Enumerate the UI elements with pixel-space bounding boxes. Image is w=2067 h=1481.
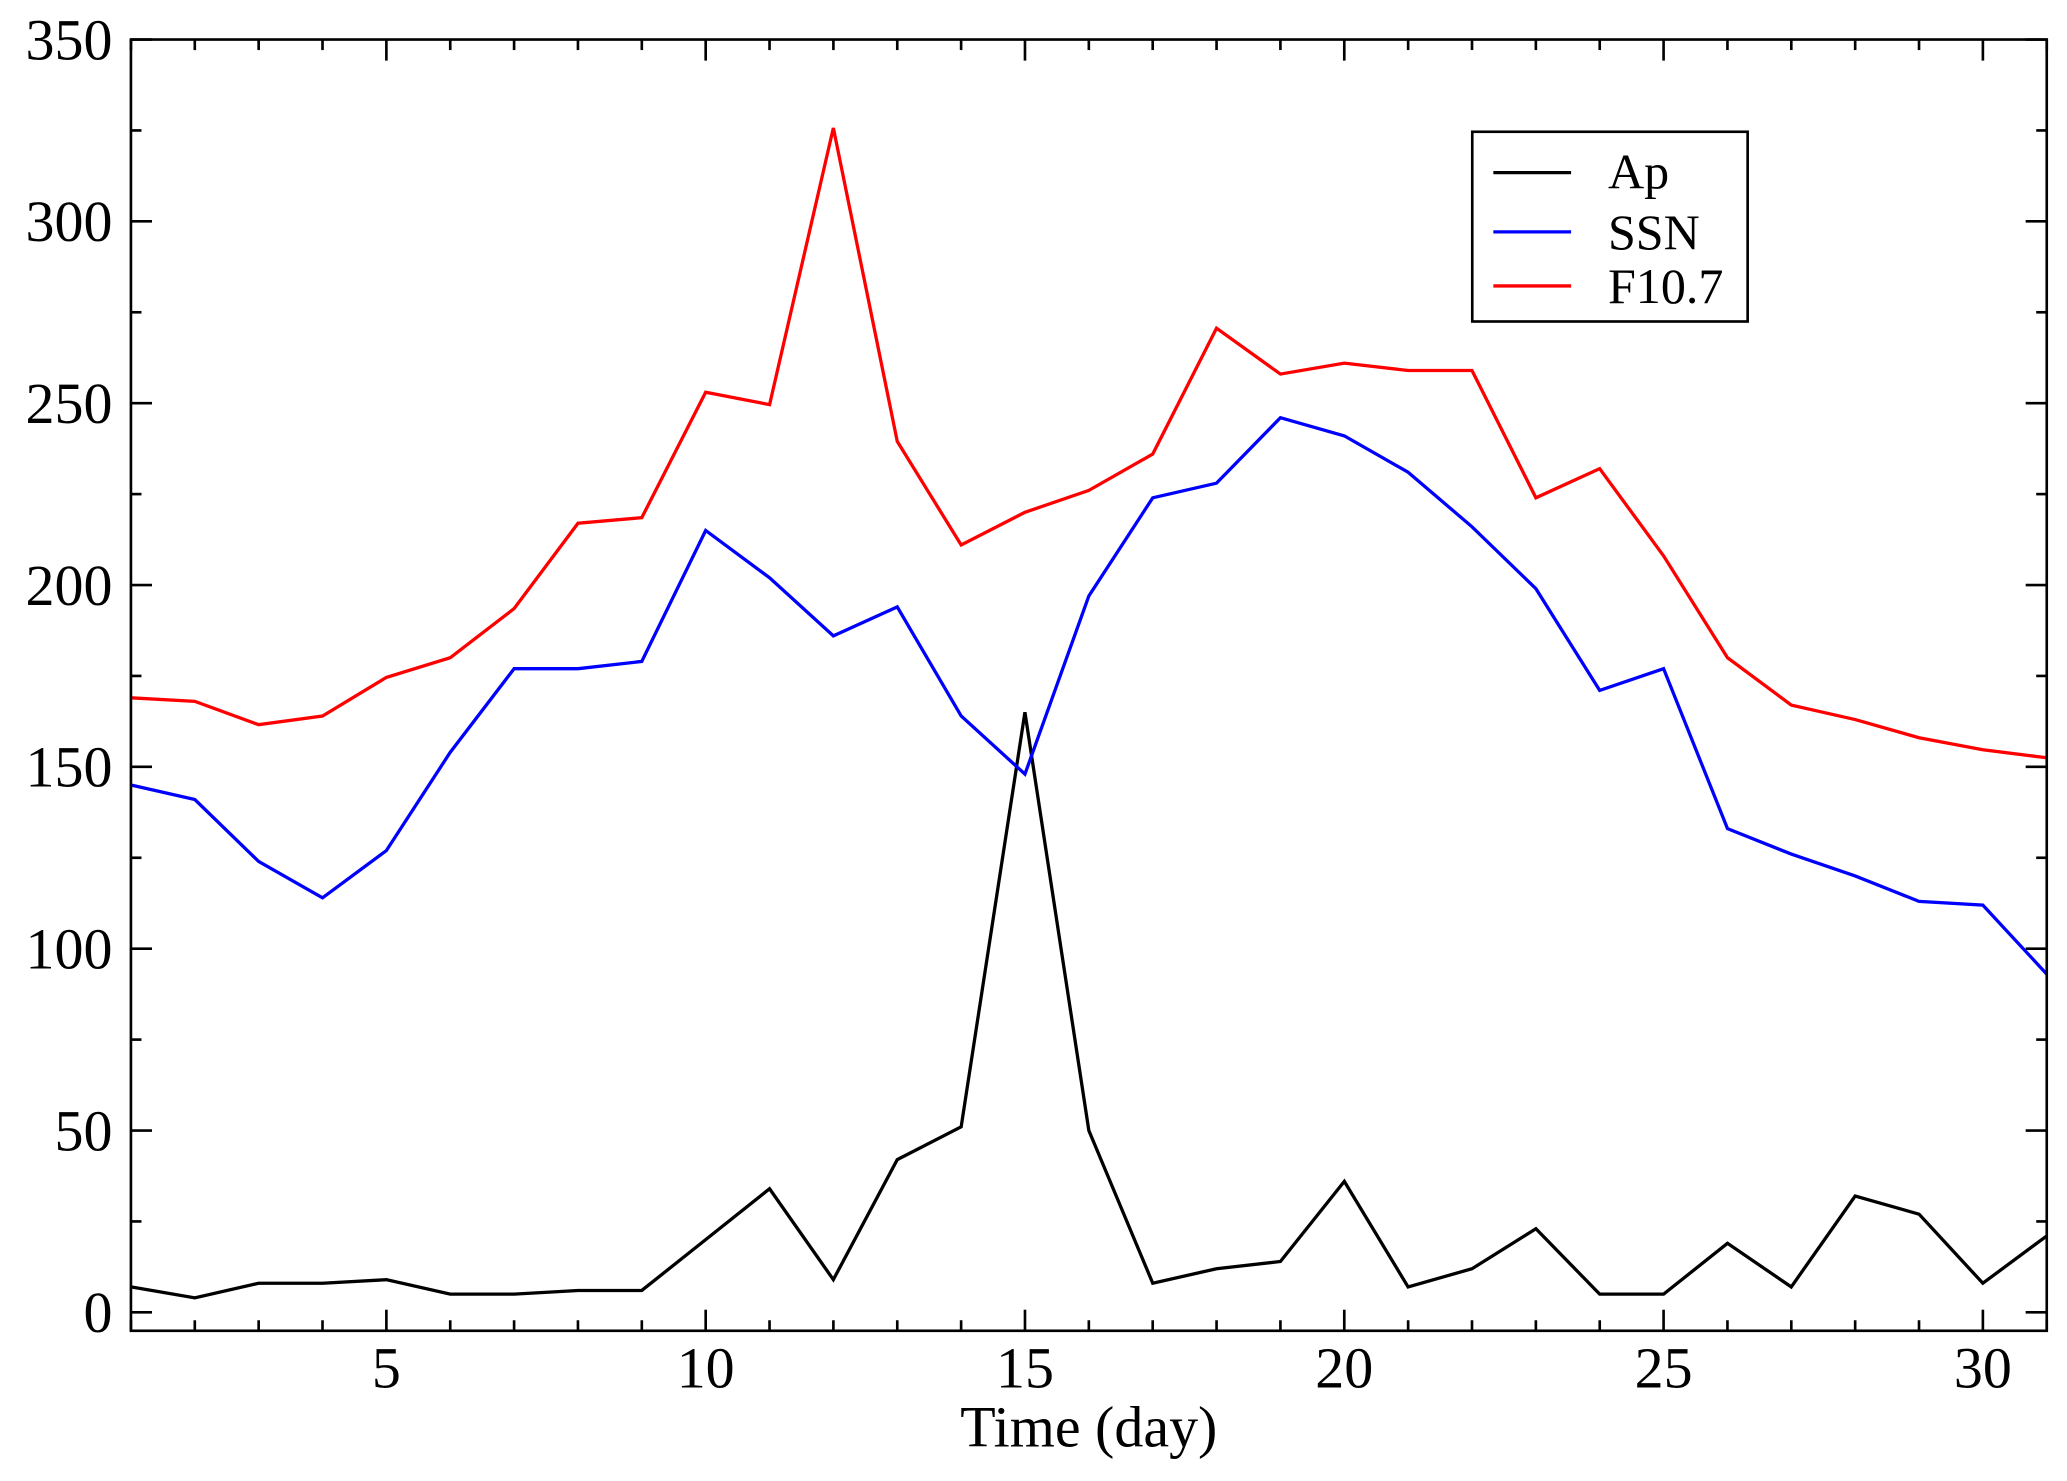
legend-label-ap: Ap <box>1608 143 1669 199</box>
y-tick-label: 150 <box>26 735 113 800</box>
legend: Ap SSN F10.7 <box>1470 130 1749 323</box>
x-tick-label: 5 <box>372 1335 401 1400</box>
series-line-f107 <box>130 127 2047 760</box>
y-tick-label: 250 <box>26 371 113 436</box>
x-tick-label: 30 <box>1954 1335 2012 1400</box>
ticks-layer: 0 50 100 150 200 250 300 350 5 10 15 20 25 30 <box>26 7 2049 1400</box>
legend-label-f107: F10.7 <box>1608 258 1723 314</box>
x-tick-label: 15 <box>996 1335 1054 1400</box>
y-tick-label: 350 <box>26 7 113 72</box>
y-tick-label: 200 <box>26 553 113 618</box>
x-tick-label: 10 <box>677 1335 735 1400</box>
series-line-ssn <box>130 415 2048 976</box>
y-tick-label: 50 <box>55 1098 113 1163</box>
x-axis-label: Time (day) <box>960 1395 1217 1460</box>
series-layer <box>130 127 2048 1300</box>
legend-label-ssn: SSN <box>1608 204 1700 260</box>
plot-frame <box>129 38 2049 1333</box>
y-tick-label: 100 <box>26 916 113 981</box>
y-tick-label: 0 <box>84 1280 113 1345</box>
y-tick-label: 300 <box>26 189 113 254</box>
series-line-ap <box>130 712 2048 1300</box>
legend-box <box>1470 130 1749 323</box>
x-tick-label: 25 <box>1635 1335 1693 1400</box>
x-tick-label: 20 <box>1315 1335 1373 1400</box>
